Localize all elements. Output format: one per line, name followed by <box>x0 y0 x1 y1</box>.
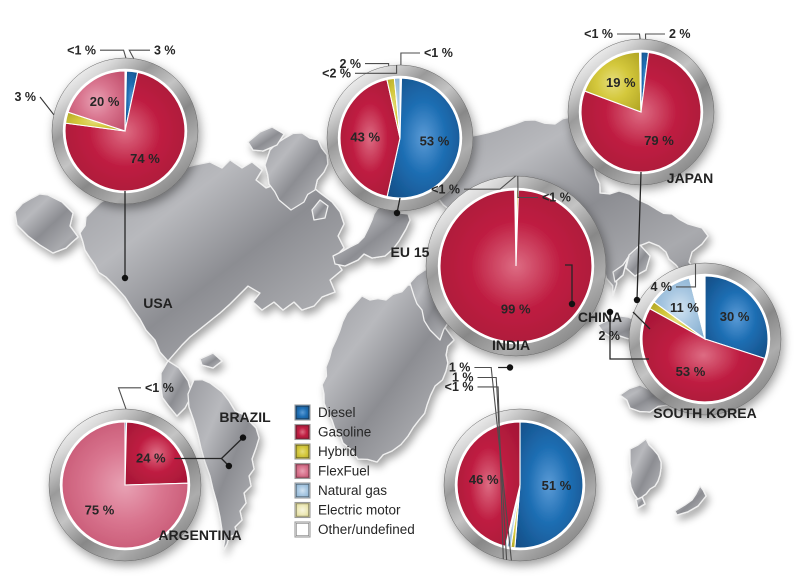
svg-text:Electric motor: Electric motor <box>318 503 401 518</box>
svg-text:INDIA: INDIA <box>492 337 530 353</box>
svg-text:53 %: 53 % <box>676 364 706 379</box>
svg-text:74 %: 74 % <box>130 151 160 166</box>
svg-text:75 %: 75 % <box>85 503 115 518</box>
svg-text:JAPAN: JAPAN <box>667 170 713 186</box>
svg-text:<1 %: <1 % <box>431 182 460 196</box>
svg-text:CHINA: CHINA <box>578 309 622 325</box>
svg-text:24 %: 24 % <box>136 451 166 466</box>
svg-text:99 %: 99 % <box>501 302 531 317</box>
svg-text:3 %: 3 % <box>154 43 176 57</box>
svg-text:EU 15: EU 15 <box>391 244 430 260</box>
svg-text:<1 %: <1 % <box>424 46 453 60</box>
svg-text:51 %: 51 % <box>542 478 572 493</box>
svg-text:FlexFuel: FlexFuel <box>318 464 370 479</box>
svg-text:<1 %: <1 % <box>145 381 174 395</box>
svg-text:2 %: 2 % <box>598 329 620 343</box>
svg-text:Gasoline: Gasoline <box>318 425 371 440</box>
svg-text:19 %: 19 % <box>606 75 636 90</box>
svg-text:53 %: 53 % <box>420 134 450 149</box>
svg-text:<2 %: <2 % <box>322 67 351 81</box>
svg-text:BRAZIL: BRAZIL <box>219 409 271 425</box>
svg-text:30 %: 30 % <box>720 309 750 324</box>
svg-text:Natural gas: Natural gas <box>318 483 387 498</box>
svg-text:SOUTH KOREA: SOUTH KOREA <box>653 405 756 421</box>
svg-text:ARGENTINA: ARGENTINA <box>158 527 241 543</box>
svg-text:<1 %: <1 % <box>542 191 571 205</box>
svg-text:<1 %: <1 % <box>445 380 474 394</box>
svg-text:11 %: 11 % <box>670 300 699 315</box>
svg-text:20 %: 20 % <box>90 94 120 109</box>
svg-text:<1 %: <1 % <box>584 27 613 41</box>
svg-text:USA: USA <box>143 295 173 311</box>
svg-text:2 %: 2 % <box>669 27 691 41</box>
svg-text:<1 %: <1 % <box>67 43 96 57</box>
svg-text:79 %: 79 % <box>644 133 674 148</box>
svg-text:Diesel: Diesel <box>318 405 356 420</box>
svg-text:Other/undefined: Other/undefined <box>318 522 415 537</box>
svg-text:4 %: 4 % <box>650 280 672 294</box>
svg-text:43 %: 43 % <box>350 130 380 145</box>
svg-text:3 %: 3 % <box>14 90 36 104</box>
svg-text:46 %: 46 % <box>469 472 499 487</box>
svg-text:Hybrid: Hybrid <box>318 444 357 459</box>
